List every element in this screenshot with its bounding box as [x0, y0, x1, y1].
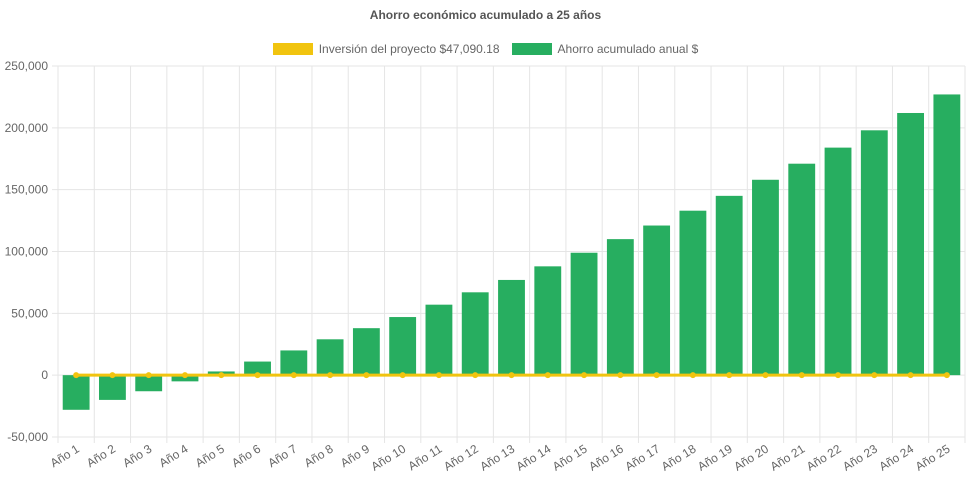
legend-swatch-ahorro [511, 43, 552, 55]
point-inversion[interactable] [218, 372, 225, 379]
bar-ahorro[interactable] [171, 375, 199, 382]
point-inversion[interactable] [871, 372, 878, 379]
point-inversion[interactable] [109, 372, 116, 379]
point-inversion[interactable] [290, 372, 297, 379]
point-inversion[interactable] [508, 372, 515, 379]
point-inversion[interactable] [835, 372, 842, 379]
point-inversion[interactable] [726, 372, 733, 379]
x-tick-label: Año 15 [550, 442, 590, 474]
legend-swatch-inversion [272, 43, 313, 55]
bar-ahorro[interactable] [62, 375, 90, 410]
point-inversion[interactable] [254, 372, 261, 379]
x-tick-label: Año 21 [768, 442, 808, 474]
bar-ahorro[interactable] [824, 147, 852, 376]
legend-label-inversion: Inversión del proyecto $47,090.18 [318, 42, 500, 56]
point-inversion[interactable] [73, 372, 80, 379]
bar-ahorro[interactable] [897, 112, 925, 376]
x-tick-label: Año 22 [804, 442, 844, 474]
bar-ahorro[interactable] [280, 350, 308, 376]
bar-ahorro[interactable] [425, 304, 453, 376]
bar-ahorro[interactable] [570, 252, 598, 376]
y-tick-label: 50,000 [11, 306, 48, 320]
x-tick-label: Año 1 [48, 441, 82, 470]
bar-ahorro[interactable] [715, 195, 743, 376]
bar-ahorro[interactable] [534, 266, 562, 376]
point-inversion[interactable] [762, 372, 769, 379]
point-inversion[interactable] [689, 372, 696, 379]
bar-ahorro[interactable] [606, 239, 634, 376]
legend-item-inversion[interactable]: Inversión del proyecto $47,090.18 [272, 42, 500, 56]
bar-ahorro[interactable] [752, 179, 779, 376]
x-tick-label: Año 8 [302, 441, 336, 470]
x-tick-label: Año 12 [441, 442, 481, 474]
x-tick-label: Año 14 [514, 442, 554, 474]
point-inversion[interactable] [145, 372, 152, 379]
legend-item-ahorro[interactable]: Ahorro acumulado anual $ [511, 42, 699, 56]
point-inversion[interactable] [327, 372, 334, 379]
y-tick-label: -50,000 [7, 430, 48, 444]
x-tick-label: Año 4 [157, 441, 191, 470]
point-inversion[interactable] [653, 372, 660, 379]
y-tick-label: 100,000 [5, 245, 49, 259]
bar-ahorro[interactable] [135, 375, 163, 392]
bar-ahorro[interactable] [498, 279, 525, 376]
x-tick-label: Año 17 [623, 442, 663, 474]
x-tick-label: Año 6 [229, 441, 263, 470]
x-tick-label: Año 24 [876, 442, 916, 474]
point-inversion[interactable] [907, 372, 914, 379]
x-tick-label: Año 2 [84, 441, 118, 470]
point-inversion[interactable] [798, 372, 805, 379]
x-tick-label: Año 20 [731, 442, 771, 474]
y-tick-label: 200,000 [5, 121, 49, 135]
x-tick-label: Año 10 [369, 442, 409, 474]
point-inversion[interactable] [181, 372, 188, 379]
x-tick-label: Año 23 [840, 442, 880, 474]
point-inversion[interactable] [943, 372, 950, 379]
y-tick-label: 150,000 [5, 183, 49, 197]
x-tick-label: Año 13 [477, 442, 517, 474]
x-tick-label: Año 16 [586, 442, 626, 474]
bar-ahorro[interactable] [933, 94, 961, 376]
x-tick-label: Año 3 [120, 441, 154, 470]
x-tick-label: Año 18 [659, 442, 699, 474]
point-inversion[interactable] [435, 372, 442, 379]
point-inversion[interactable] [617, 372, 624, 379]
bar-ahorro[interactable] [389, 317, 417, 376]
x-tick-label: Año 25 [913, 442, 953, 474]
x-tick-label: Año 5 [193, 441, 227, 470]
bar-ahorro[interactable] [643, 225, 671, 376]
point-inversion[interactable] [544, 372, 551, 379]
bar-ahorro[interactable] [788, 163, 816, 376]
y-tick-label: 0 [41, 368, 48, 382]
x-tick-label: Año 19 [695, 442, 735, 474]
bar-ahorro[interactable] [461, 292, 489, 376]
x-tick-label: Año 11 [406, 442, 445, 474]
bar-ahorro[interactable] [244, 361, 271, 376]
chart-title: Ahorro económico acumulado a 25 años [369, 8, 602, 22]
x-tick-label: Año 9 [338, 441, 372, 470]
bar-ahorro[interactable] [316, 339, 344, 376]
chart-legend: Inversión del proyecto $47,090.18 Ahorro… [0, 42, 971, 56]
legend-label-ahorro: Ahorro acumulado anual $ [557, 42, 699, 56]
bar-ahorro[interactable] [98, 375, 126, 400]
y-tick-label: 250,000 [5, 59, 49, 73]
point-inversion[interactable] [472, 372, 479, 379]
point-inversion[interactable] [581, 372, 588, 379]
bar-ahorro[interactable] [352, 328, 380, 376]
x-tick-label: Año 7 [265, 441, 299, 470]
bar-ahorro[interactable] [860, 130, 888, 376]
point-inversion[interactable] [363, 372, 370, 379]
bar-ahorro[interactable] [679, 210, 707, 376]
point-inversion[interactable] [399, 372, 406, 379]
